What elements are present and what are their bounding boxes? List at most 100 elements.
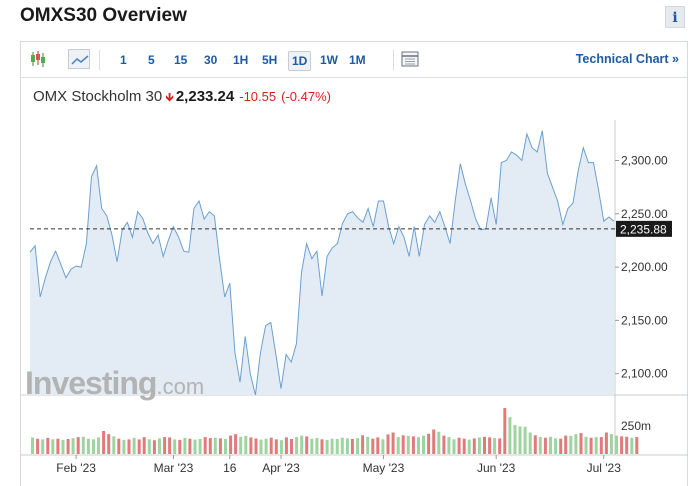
period-button-1w[interactable]: 1W (320, 53, 338, 67)
price-tick-label: 2,300.00 (621, 154, 668, 168)
period-button-30[interactable]: 30 (204, 53, 218, 67)
volume-bar (269, 437, 273, 454)
period-button-1d[interactable]: 1D (288, 51, 312, 71)
volume-bar (81, 436, 85, 454)
period-button-5h[interactable]: 5H (262, 53, 278, 67)
volume-bar (508, 417, 512, 454)
volume-bar (86, 438, 90, 454)
period-button-1h[interactable]: 1H (233, 53, 249, 67)
volume-bar (452, 439, 456, 454)
volume-bar (437, 431, 441, 454)
volume-bar (417, 437, 420, 454)
volume-bar (310, 438, 314, 454)
volume-bar (117, 438, 121, 454)
line-chart-icon[interactable] (68, 49, 90, 69)
volume-bar (574, 434, 578, 454)
volume-bar (46, 437, 50, 454)
volume-bar (493, 438, 497, 454)
volume-bar (102, 431, 106, 454)
volume-bar (137, 439, 141, 454)
volume-bar (92, 439, 95, 454)
volume-bar (371, 438, 375, 454)
volume-bar (76, 437, 80, 454)
volume-bar (97, 437, 100, 454)
volume-bar (274, 439, 278, 454)
volume-bar (66, 439, 70, 454)
period-button-15[interactable]: 15 (174, 53, 188, 67)
info-button[interactable]: i (665, 6, 685, 28)
volume-bar (56, 438, 60, 454)
volume-bar (71, 438, 75, 454)
price-change-percent: (-0.47%) (281, 89, 331, 104)
volume-bar (152, 440, 156, 454)
volume-bar (559, 438, 563, 454)
table-view-icon[interactable] (399, 49, 421, 69)
volume-bar (330, 438, 334, 454)
volume-bar (244, 435, 248, 454)
volume-bar (533, 435, 537, 454)
candlestick-icon[interactable] (27, 49, 49, 69)
volume-bar (609, 434, 613, 454)
volume-bar (132, 437, 136, 454)
volume-bar (396, 437, 400, 454)
volume-bar (249, 437, 253, 454)
volume-bar (625, 436, 629, 454)
volume-bar (579, 433, 583, 454)
instrument-name: OMX Stockholm 30 (33, 88, 163, 105)
volume-bar (61, 439, 65, 454)
volume-bar (432, 429, 436, 454)
volume-bar (599, 437, 603, 454)
volume-bar (584, 436, 588, 454)
volume-bar (122, 439, 126, 454)
volume-bar (213, 437, 217, 454)
period-button-1[interactable]: 1 (120, 53, 127, 67)
volume-bar (320, 439, 324, 454)
volume-bar (259, 439, 263, 454)
volume-bar (208, 438, 212, 454)
time-tick-label: 16 (223, 461, 237, 475)
volume-bar (483, 436, 486, 454)
volume-bar (193, 439, 197, 454)
time-tick-label: May '23 (363, 461, 405, 475)
volume-bar (488, 437, 492, 454)
volume-bar (305, 436, 309, 454)
price-tick-label: 2,200.00 (621, 260, 668, 274)
price-area (30, 130, 614, 395)
volume-bar (315, 438, 319, 454)
volume-bar (112, 436, 116, 454)
volume-bar (549, 436, 552, 454)
last-price: 2,233.24 (175, 88, 235, 105)
volume-bar (345, 438, 349, 454)
volume-bar (335, 439, 339, 454)
volume-bar (295, 437, 299, 454)
volume-bar (254, 438, 258, 454)
period-button-5[interactable]: 5 (148, 53, 155, 67)
period-button-1m[interactable]: 1M (349, 53, 366, 67)
volume-bar (366, 436, 370, 454)
volume-bar (620, 436, 624, 454)
volume-bar (401, 435, 405, 454)
volume-bar (498, 438, 502, 454)
volume-bar (31, 437, 34, 454)
volume-bar (462, 438, 466, 454)
volume-bar (422, 435, 425, 454)
price-change: -10.55 (239, 89, 277, 104)
toolbar-divider (393, 50, 394, 70)
technical-chart-link[interactable]: Technical Chart » (575, 52, 679, 66)
volume-bar (477, 437, 481, 454)
page-title: OMXS30 Overview (20, 5, 187, 26)
volume-bar (290, 439, 293, 454)
volume-bar (543, 437, 547, 454)
volume-bar (427, 433, 431, 454)
time-tick-label: Apr '23 (262, 461, 300, 475)
volume-bar (406, 435, 410, 454)
volume-bar (472, 438, 476, 454)
last-price-marker (616, 220, 672, 237)
volume-bar (467, 439, 471, 454)
volume-bar (300, 435, 304, 454)
chart-panel: 1 5 15 30 1H 5H 1D 1W 1M Technical Chart » OMX S… (20, 41, 688, 486)
price-line (29, 130, 615, 396)
volume-bar (554, 438, 558, 454)
volume-bar (381, 439, 385, 454)
